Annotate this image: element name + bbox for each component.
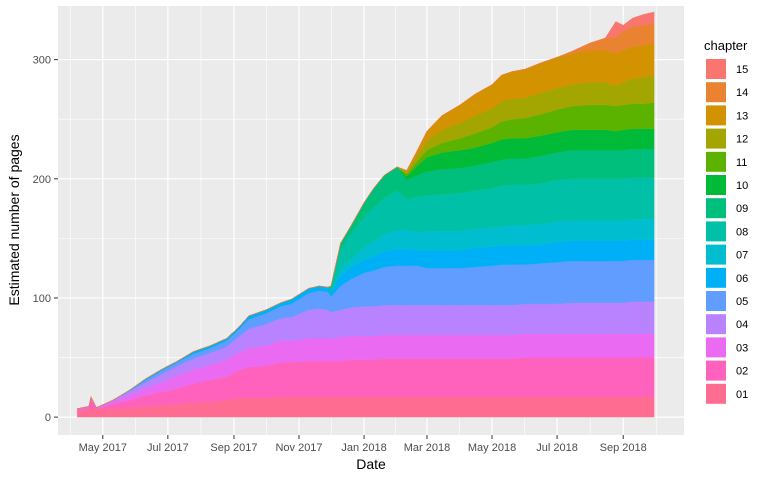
y-axis-title: Estimated number of pages: [6, 134, 22, 305]
legend-key-12: [706, 128, 726, 149]
legend-label-06: 06: [736, 273, 748, 285]
legend-label-12: 12: [736, 134, 748, 146]
legend-key-13: [706, 105, 726, 126]
y-tick-label: 0: [45, 412, 51, 424]
legend-label-14: 14: [736, 87, 748, 99]
legend-label-09: 09: [736, 203, 748, 215]
legend-label-08: 08: [736, 226, 748, 238]
legend-key-01: [706, 383, 726, 404]
area-layers: [77, 11, 655, 418]
x-tick-label: Jan 2018: [341, 442, 386, 454]
area-chapter-15: [77, 11, 655, 409]
x-tick-label: May 2017: [79, 442, 127, 454]
x-tick-label: Mar 2018: [404, 442, 450, 454]
legend-key-09: [706, 198, 726, 219]
legend-label-05: 05: [736, 296, 748, 308]
legend-label-15: 15: [736, 64, 748, 76]
legend-key-05: [706, 291, 726, 311]
legend-label-11: 11: [736, 157, 747, 169]
y-axis: 0 100 200 300: [33, 55, 58, 424]
x-tick-label: Sep 2018: [600, 442, 647, 454]
legend-items: 15 14 13 12 11 10 09 08 07 06 05 04 03 02 01: [706, 59, 748, 404]
legend-label-04: 04: [736, 319, 748, 331]
x-tick-label: Jul 2018: [536, 442, 578, 454]
y-tick-label: 300: [33, 55, 51, 67]
y-tick-label: 100: [33, 293, 51, 305]
legend-label-10: 10: [736, 180, 748, 192]
x-tick-label: May 2018: [468, 442, 516, 454]
legend-label-13: 13: [736, 110, 748, 122]
legend-label-03: 03: [736, 342, 748, 354]
legend-key-04: [706, 314, 726, 335]
legend-key-10: [706, 175, 726, 195]
legend-key-14: [706, 82, 726, 103]
legend-key-06: [706, 267, 726, 288]
x-axis-title: Date: [356, 456, 386, 472]
legend: chapter 15 14 13 12 11 10 09 08 07 06 05 04 03 02 01: [704, 38, 748, 404]
legend-key-07: [706, 244, 726, 265]
x-axis: May 2017 Jul 2017 Sep 2017 Nov 2017 Jan 2018…: [79, 435, 647, 454]
legend-title: chapter: [704, 38, 748, 53]
legend-key-03: [706, 337, 726, 358]
x-tick-label: Sep 2017: [210, 442, 257, 454]
legend-label-07: 07: [736, 250, 748, 262]
legend-label-01: 01: [736, 389, 748, 401]
x-tick-label: Jul 2017: [147, 442, 189, 454]
legend-label-02: 02: [736, 366, 748, 378]
x-tick-label: Nov 2017: [275, 442, 322, 454]
legend-key-11: [706, 151, 726, 172]
y-tick-label: 200: [33, 174, 51, 186]
legend-key-02: [706, 360, 726, 381]
legend-key-08: [706, 221, 726, 242]
legend-key-15: [706, 59, 726, 79]
